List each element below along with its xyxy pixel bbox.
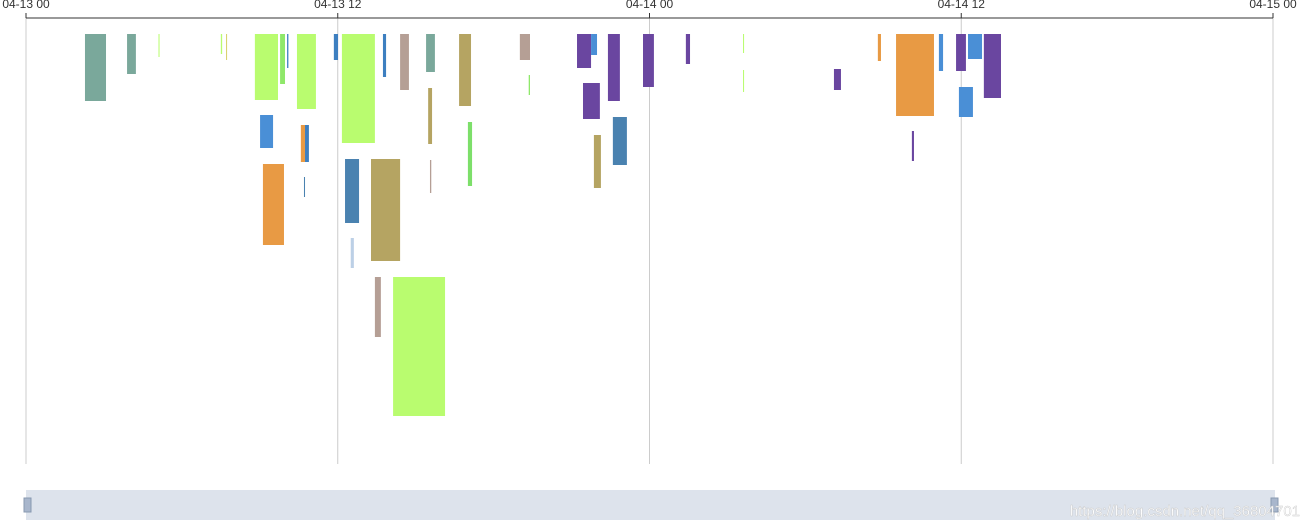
task-bar bbox=[877, 34, 881, 61]
task-bar bbox=[528, 75, 530, 95]
task-bar bbox=[743, 34, 745, 53]
watermark: https://blog.csdn.net/qq_36804701 bbox=[1070, 503, 1300, 520]
task-bar bbox=[305, 125, 309, 162]
task-bar bbox=[743, 70, 745, 92]
task-bar bbox=[220, 34, 223, 54]
task-bar bbox=[341, 34, 375, 143]
task-bar bbox=[303, 177, 306, 197]
task-bar bbox=[333, 34, 339, 60]
task-bar bbox=[300, 125, 306, 162]
task-bar bbox=[345, 159, 360, 223]
task-bar bbox=[262, 164, 284, 245]
task-bar bbox=[280, 34, 286, 84]
task-bar bbox=[296, 34, 316, 109]
task-bar bbox=[685, 34, 691, 64]
task-bar bbox=[519, 34, 530, 60]
task-bar bbox=[956, 34, 966, 71]
task-bar bbox=[400, 34, 409, 90]
task-bar bbox=[591, 34, 598, 55]
task-bar bbox=[426, 34, 435, 72]
task-bar bbox=[577, 34, 592, 68]
task-bar bbox=[428, 88, 433, 144]
x-tick-label: 04-14 12 bbox=[938, 0, 986, 11]
task-bar bbox=[158, 34, 160, 57]
task-bar bbox=[593, 135, 601, 188]
task-bar bbox=[582, 83, 600, 119]
task-bar bbox=[371, 159, 401, 261]
task-bar bbox=[911, 131, 914, 161]
task-bar bbox=[467, 122, 473, 186]
task-bar bbox=[254, 34, 278, 100]
x-tick-label: 04-13 12 bbox=[314, 0, 362, 11]
task-bar bbox=[374, 277, 381, 337]
task-bar bbox=[459, 34, 472, 106]
task-bar bbox=[958, 87, 973, 117]
task-bar bbox=[833, 69, 841, 90]
x-tick-label: 04-13 00 bbox=[2, 0, 50, 11]
task-bar bbox=[84, 34, 107, 101]
x-tick-label: 04-15 00 bbox=[1249, 0, 1297, 11]
zoom-slider[interactable] bbox=[26, 490, 1275, 520]
task-bar bbox=[643, 34, 654, 87]
task-bar bbox=[429, 160, 432, 193]
task-bar bbox=[287, 34, 289, 68]
task-bar bbox=[350, 238, 354, 268]
zoom-handle-right[interactable] bbox=[1270, 497, 1279, 513]
task-bar bbox=[607, 34, 620, 101]
x-tick-label: 04-14 00 bbox=[626, 0, 674, 11]
task-bar bbox=[127, 34, 136, 74]
task-bar bbox=[382, 34, 387, 77]
task-bar bbox=[393, 277, 446, 416]
task-bar bbox=[896, 34, 934, 116]
task-bar bbox=[260, 115, 274, 148]
task-bar bbox=[938, 34, 944, 71]
task-bar bbox=[983, 34, 1001, 98]
task-bar bbox=[226, 34, 228, 60]
task-bar bbox=[968, 34, 983, 59]
task-bar bbox=[612, 117, 627, 165]
zoom-handle-left[interactable] bbox=[23, 497, 32, 513]
